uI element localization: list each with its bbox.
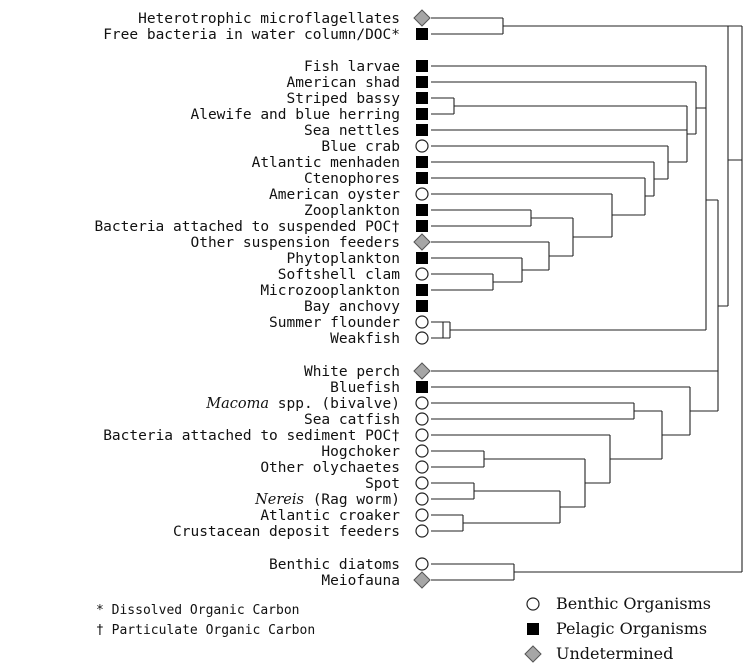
taxon-label: Blue crab bbox=[321, 139, 400, 155]
benthic-marker bbox=[415, 557, 429, 571]
benthic-marker bbox=[415, 267, 429, 281]
benthic-marker bbox=[415, 508, 429, 522]
dendrogram-lines bbox=[431, 17, 743, 581]
taxon-label: Bacteria attached to sediment POC† bbox=[103, 428, 400, 444]
taxon-label: Benthic diatoms bbox=[269, 557, 400, 573]
pelagic-marker bbox=[416, 381, 428, 393]
legend-pelagic-label: Pelagic Organisms bbox=[556, 619, 707, 638]
taxon-label: Fish larvae bbox=[304, 59, 400, 75]
benthic-marker bbox=[415, 524, 429, 538]
legend-benthic-marker bbox=[526, 597, 540, 611]
taxon-label: Atlantic croaker bbox=[260, 508, 400, 524]
taxon-label: Sea nettles bbox=[304, 123, 400, 139]
legend-pelagic-marker bbox=[527, 623, 539, 635]
taxon-label: American shad bbox=[287, 75, 401, 91]
benthic-marker bbox=[415, 492, 429, 506]
pelagic-marker bbox=[416, 252, 428, 264]
legend-undetermined-marker bbox=[524, 645, 542, 663]
pelagic-marker bbox=[416, 108, 428, 120]
taxon-label: Bacteria attached to suspended POC† bbox=[94, 219, 400, 235]
pelagic-marker bbox=[416, 76, 428, 88]
legend-benthic-label: Benthic Organisms bbox=[556, 594, 711, 613]
benthic-marker bbox=[415, 444, 429, 458]
benthic-marker bbox=[415, 139, 429, 153]
benthic-marker bbox=[415, 187, 429, 201]
taxon-label: Summer flounder bbox=[269, 315, 400, 331]
taxon-label: Striped bassy bbox=[287, 91, 401, 107]
pelagic-marker bbox=[416, 60, 428, 72]
taxon-label: Other olychaetes bbox=[260, 460, 400, 476]
taxon-label: Sea catfish bbox=[304, 412, 400, 428]
pelagic-marker bbox=[416, 124, 428, 136]
taxon-label: Zooplankton bbox=[304, 203, 400, 219]
benthic-marker bbox=[415, 396, 429, 410]
taxon-label: Heterotrophic microflagellates bbox=[138, 11, 400, 27]
undetermined-marker bbox=[413, 233, 431, 251]
taxon-label: Ctenophores bbox=[304, 171, 400, 187]
benthic-marker bbox=[415, 460, 429, 474]
taxon-label: Alewife and blue herring bbox=[190, 107, 400, 123]
taxon-label: Hogchoker bbox=[321, 444, 400, 460]
taxon-label: American oyster bbox=[269, 187, 400, 203]
taxon-markers bbox=[413, 9, 431, 589]
pelagic-marker bbox=[416, 172, 428, 184]
pelagic-marker bbox=[416, 220, 428, 232]
taxon-label: Bay anchovy bbox=[304, 299, 400, 315]
taxon-label: Microzooplankton bbox=[260, 283, 400, 299]
taxon-label: Free bacteria in water column/DOC* bbox=[103, 27, 400, 43]
undetermined-marker bbox=[413, 362, 431, 380]
undetermined-marker bbox=[413, 9, 431, 27]
taxon-label: Phytoplankton bbox=[287, 251, 401, 267]
footnotes: * Dissolved Organic Carbon † Particulate… bbox=[96, 603, 315, 638]
taxon-label: White perch bbox=[304, 364, 400, 380]
taxon-label: Spot bbox=[365, 476, 400, 492]
legend: Benthic Organisms Pelagic Organisms Unde… bbox=[524, 594, 711, 663]
legend-undetermined-label: Undetermined bbox=[556, 644, 673, 663]
benthic-marker bbox=[415, 476, 429, 490]
pelagic-marker bbox=[416, 204, 428, 216]
undetermined-marker bbox=[413, 571, 431, 589]
pelagic-marker bbox=[416, 92, 428, 104]
taxon-label: Crustacean deposit feeders bbox=[173, 524, 400, 540]
taxon-label: Bluefish bbox=[330, 380, 400, 396]
footnote-dissolved: * Dissolved Organic Carbon bbox=[96, 603, 300, 618]
taxon-label: Nereis (Rag worm) bbox=[254, 492, 400, 508]
benthic-marker bbox=[415, 331, 429, 345]
taxon-label: Atlantic menhaden bbox=[252, 155, 400, 171]
pelagic-marker bbox=[416, 300, 428, 312]
taxon-label: Macoma spp. (bivalve) bbox=[205, 396, 400, 412]
taxon-label: Other suspension feeders bbox=[190, 235, 400, 251]
benthic-marker bbox=[415, 315, 429, 329]
dendrogram-branches bbox=[431, 17, 743, 581]
taxon-label: Meiofauna bbox=[321, 573, 400, 589]
pelagic-marker bbox=[416, 156, 428, 168]
footnote-particulate: † Particulate Organic Carbon bbox=[96, 623, 315, 638]
taxon-label: Softshell clam bbox=[278, 267, 400, 283]
taxon-label: Weakfish bbox=[330, 331, 400, 347]
pelagic-marker bbox=[416, 284, 428, 296]
benthic-marker bbox=[415, 412, 429, 426]
pelagic-marker bbox=[416, 28, 428, 40]
benthic-marker bbox=[415, 428, 429, 442]
